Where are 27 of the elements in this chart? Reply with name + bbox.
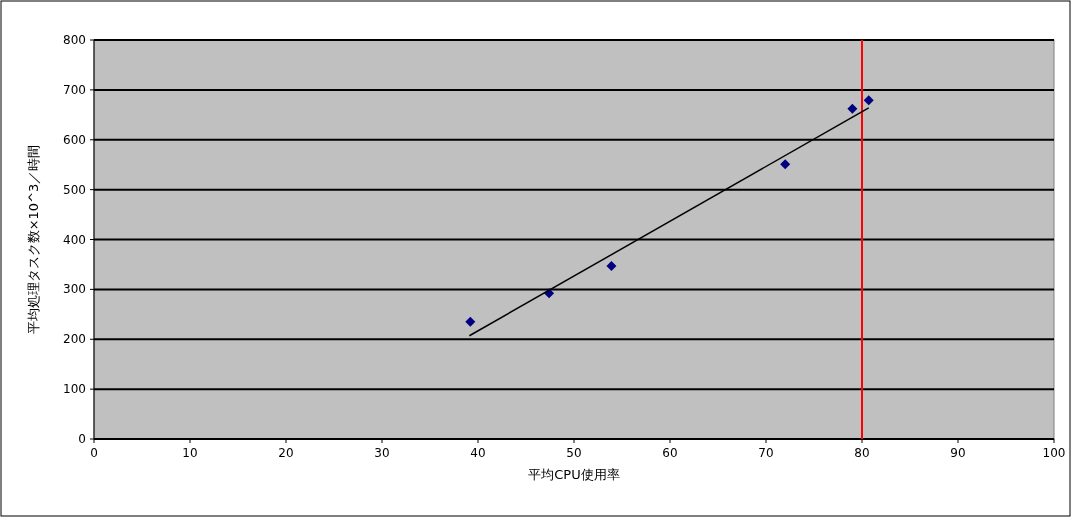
y-tick-label: 100 — [63, 382, 86, 397]
y-tick-label: 600 — [63, 132, 86, 147]
y-tick-label: 400 — [63, 232, 86, 247]
x-tick-label: 100 — [1042, 446, 1066, 460]
y-axis-title: 平均処理タスク数×10^3／時間 — [26, 144, 41, 335]
x-tick-label: 30 — [374, 446, 390, 460]
x-tick-label: 40 — [470, 446, 486, 460]
y-tick-label: 300 — [63, 282, 86, 297]
x-tick-label: 50 — [566, 446, 582, 460]
point — [863, 95, 874, 106]
x-tick-label: 60 — [662, 446, 678, 460]
point — [606, 260, 617, 271]
y-tick-label: 500 — [63, 182, 86, 197]
x-tick-label: 80 — [854, 446, 870, 460]
y-tick-label: 0 — [78, 432, 86, 446]
y-tick-label: 800 — [63, 33, 86, 47]
y-tick-label: 200 — [63, 332, 86, 347]
x-tick-label: 0 — [90, 446, 98, 460]
point — [780, 159, 791, 170]
x-tick-label: 10 — [182, 446, 198, 460]
y-tick-label: 700 — [63, 82, 86, 97]
x-tick-label: 20 — [278, 446, 294, 460]
x-tick-label: 70 — [758, 446, 774, 460]
x-tick-label: 90 — [950, 446, 966, 460]
point — [847, 103, 858, 114]
point — [465, 316, 476, 327]
x-axis-title: 平均CPU使用率 — [528, 467, 620, 482]
